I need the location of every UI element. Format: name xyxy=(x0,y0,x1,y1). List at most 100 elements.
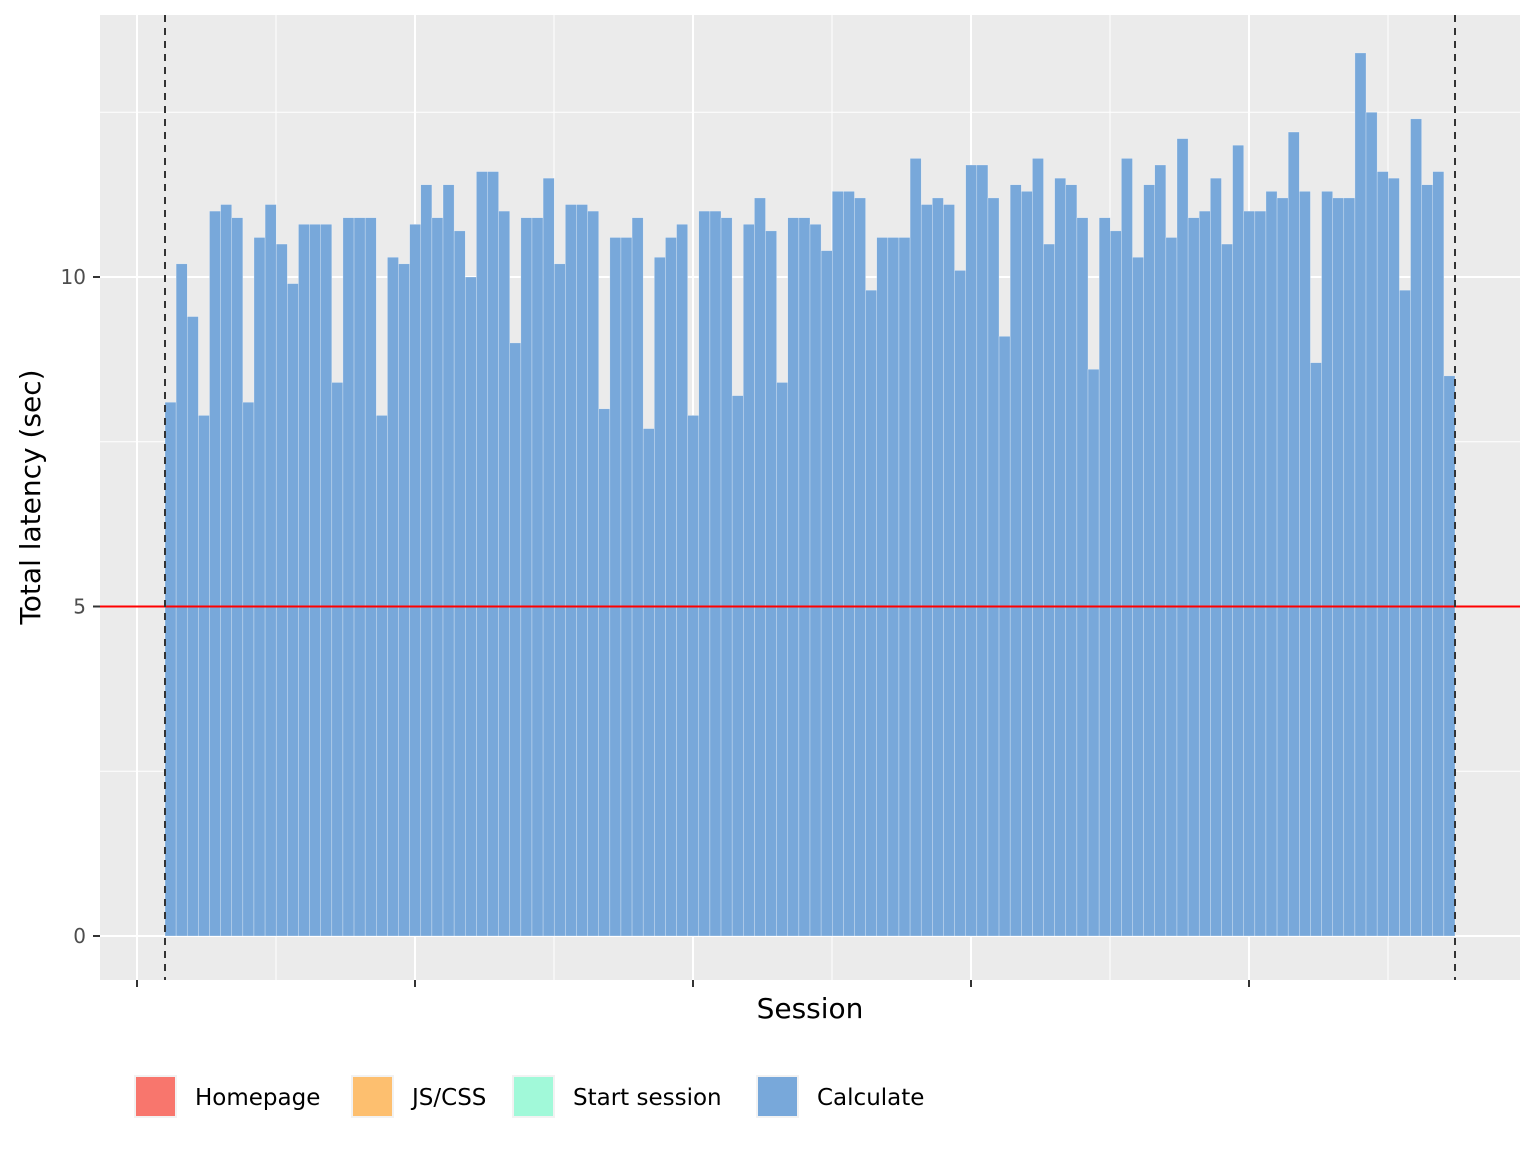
bar-session xyxy=(987,197,1000,937)
bar-session xyxy=(654,256,666,937)
bar-session xyxy=(1076,217,1089,937)
legend-label: Homepage xyxy=(195,1085,320,1111)
bar-session xyxy=(587,210,599,937)
bar-session xyxy=(1176,138,1189,937)
bar-session xyxy=(743,224,755,937)
bar-session xyxy=(1321,191,1333,937)
bar-session xyxy=(542,177,555,937)
bar-session xyxy=(342,217,355,937)
legend-item: Calculate xyxy=(756,1075,924,1118)
bar-session xyxy=(1299,191,1311,937)
bar-session xyxy=(198,415,210,937)
bar-session xyxy=(320,224,333,937)
reference-lines xyxy=(100,15,1520,980)
bar-session xyxy=(1221,243,1233,937)
bar-session xyxy=(631,217,644,937)
bar-session xyxy=(1054,177,1067,937)
bar-session xyxy=(242,401,255,937)
bar-session xyxy=(876,237,889,937)
bar-session xyxy=(1276,197,1289,937)
y-axis: 0 5 10 xyxy=(61,265,100,948)
legend-item: JS/CSS xyxy=(351,1075,486,1118)
bar-session xyxy=(687,415,700,937)
bar-session xyxy=(720,217,733,937)
bar-session xyxy=(253,237,266,937)
bar-session xyxy=(1399,289,1411,937)
bar-session xyxy=(620,237,633,937)
bar-session xyxy=(787,217,800,937)
bar-session xyxy=(1021,191,1033,937)
bar-session xyxy=(665,237,677,937)
bar-session xyxy=(1354,52,1367,937)
bar-session xyxy=(287,283,299,937)
bar-session xyxy=(676,224,688,937)
bar-session xyxy=(164,401,177,937)
legend-item: Homepage xyxy=(134,1075,320,1118)
bar-session xyxy=(531,217,544,937)
bar-session xyxy=(1065,184,1078,937)
bar-session xyxy=(1187,217,1200,937)
bar-session xyxy=(920,204,933,937)
legend: Homepage JS/CSS Start session Calculate xyxy=(134,1075,924,1118)
y-tick-label: 10 xyxy=(61,265,86,289)
bar-session xyxy=(275,243,288,937)
bar-session xyxy=(1165,237,1178,937)
y-axis-title: Total latency (sec) xyxy=(14,369,47,625)
bar-session xyxy=(409,224,422,937)
legend-label: Calculate xyxy=(817,1085,924,1111)
bar-session xyxy=(1388,177,1400,937)
legend-swatch xyxy=(514,1077,553,1116)
legend-label: Start session xyxy=(573,1085,722,1111)
bar-session xyxy=(1232,144,1244,937)
bar-session xyxy=(476,171,488,937)
bar-session xyxy=(376,415,388,937)
bar-session xyxy=(331,382,344,937)
bar-session xyxy=(1087,369,1100,937)
bar-session xyxy=(209,210,221,937)
bar-session xyxy=(220,204,232,937)
bar-session xyxy=(598,408,611,937)
bar-session xyxy=(1443,375,1456,937)
bar-session xyxy=(1243,210,1256,937)
bar-session xyxy=(1332,197,1345,937)
bar-session xyxy=(1198,210,1211,937)
bar-session xyxy=(642,428,655,937)
bar-session xyxy=(887,237,900,937)
bar-session xyxy=(976,164,989,937)
bar-session xyxy=(431,217,444,937)
bar-session xyxy=(387,256,399,937)
bar-session xyxy=(364,217,377,937)
bar-session xyxy=(765,230,777,937)
legend-swatch xyxy=(353,1077,392,1116)
bar-session xyxy=(1154,164,1167,937)
legend-item: Start session xyxy=(512,1075,722,1118)
bar-session xyxy=(398,263,410,937)
bar-session xyxy=(576,204,588,937)
bar-session xyxy=(898,237,911,937)
bar-session xyxy=(809,224,822,937)
bar-session xyxy=(754,197,766,937)
bar-session xyxy=(1210,177,1222,937)
legend-swatch xyxy=(136,1077,175,1116)
bar-session xyxy=(709,210,722,937)
bar-session xyxy=(843,191,855,937)
bar-session xyxy=(1043,243,1055,937)
bar-session xyxy=(798,217,811,937)
bar-session xyxy=(820,250,833,937)
bar-session xyxy=(865,289,877,937)
bar-session xyxy=(1343,197,1356,937)
x-axis xyxy=(136,980,1250,987)
bar-session xyxy=(943,204,955,937)
bar-session xyxy=(776,382,789,937)
bar-session xyxy=(909,158,922,937)
bar-session xyxy=(1110,230,1122,937)
bar-session xyxy=(1132,256,1144,937)
bar-session xyxy=(298,224,310,937)
bar-session xyxy=(231,217,244,937)
bar-session xyxy=(353,217,366,937)
bar-session xyxy=(854,197,866,937)
bar-session xyxy=(932,197,944,937)
bar-session xyxy=(831,191,844,937)
legend-label: JS/CSS xyxy=(410,1085,486,1111)
